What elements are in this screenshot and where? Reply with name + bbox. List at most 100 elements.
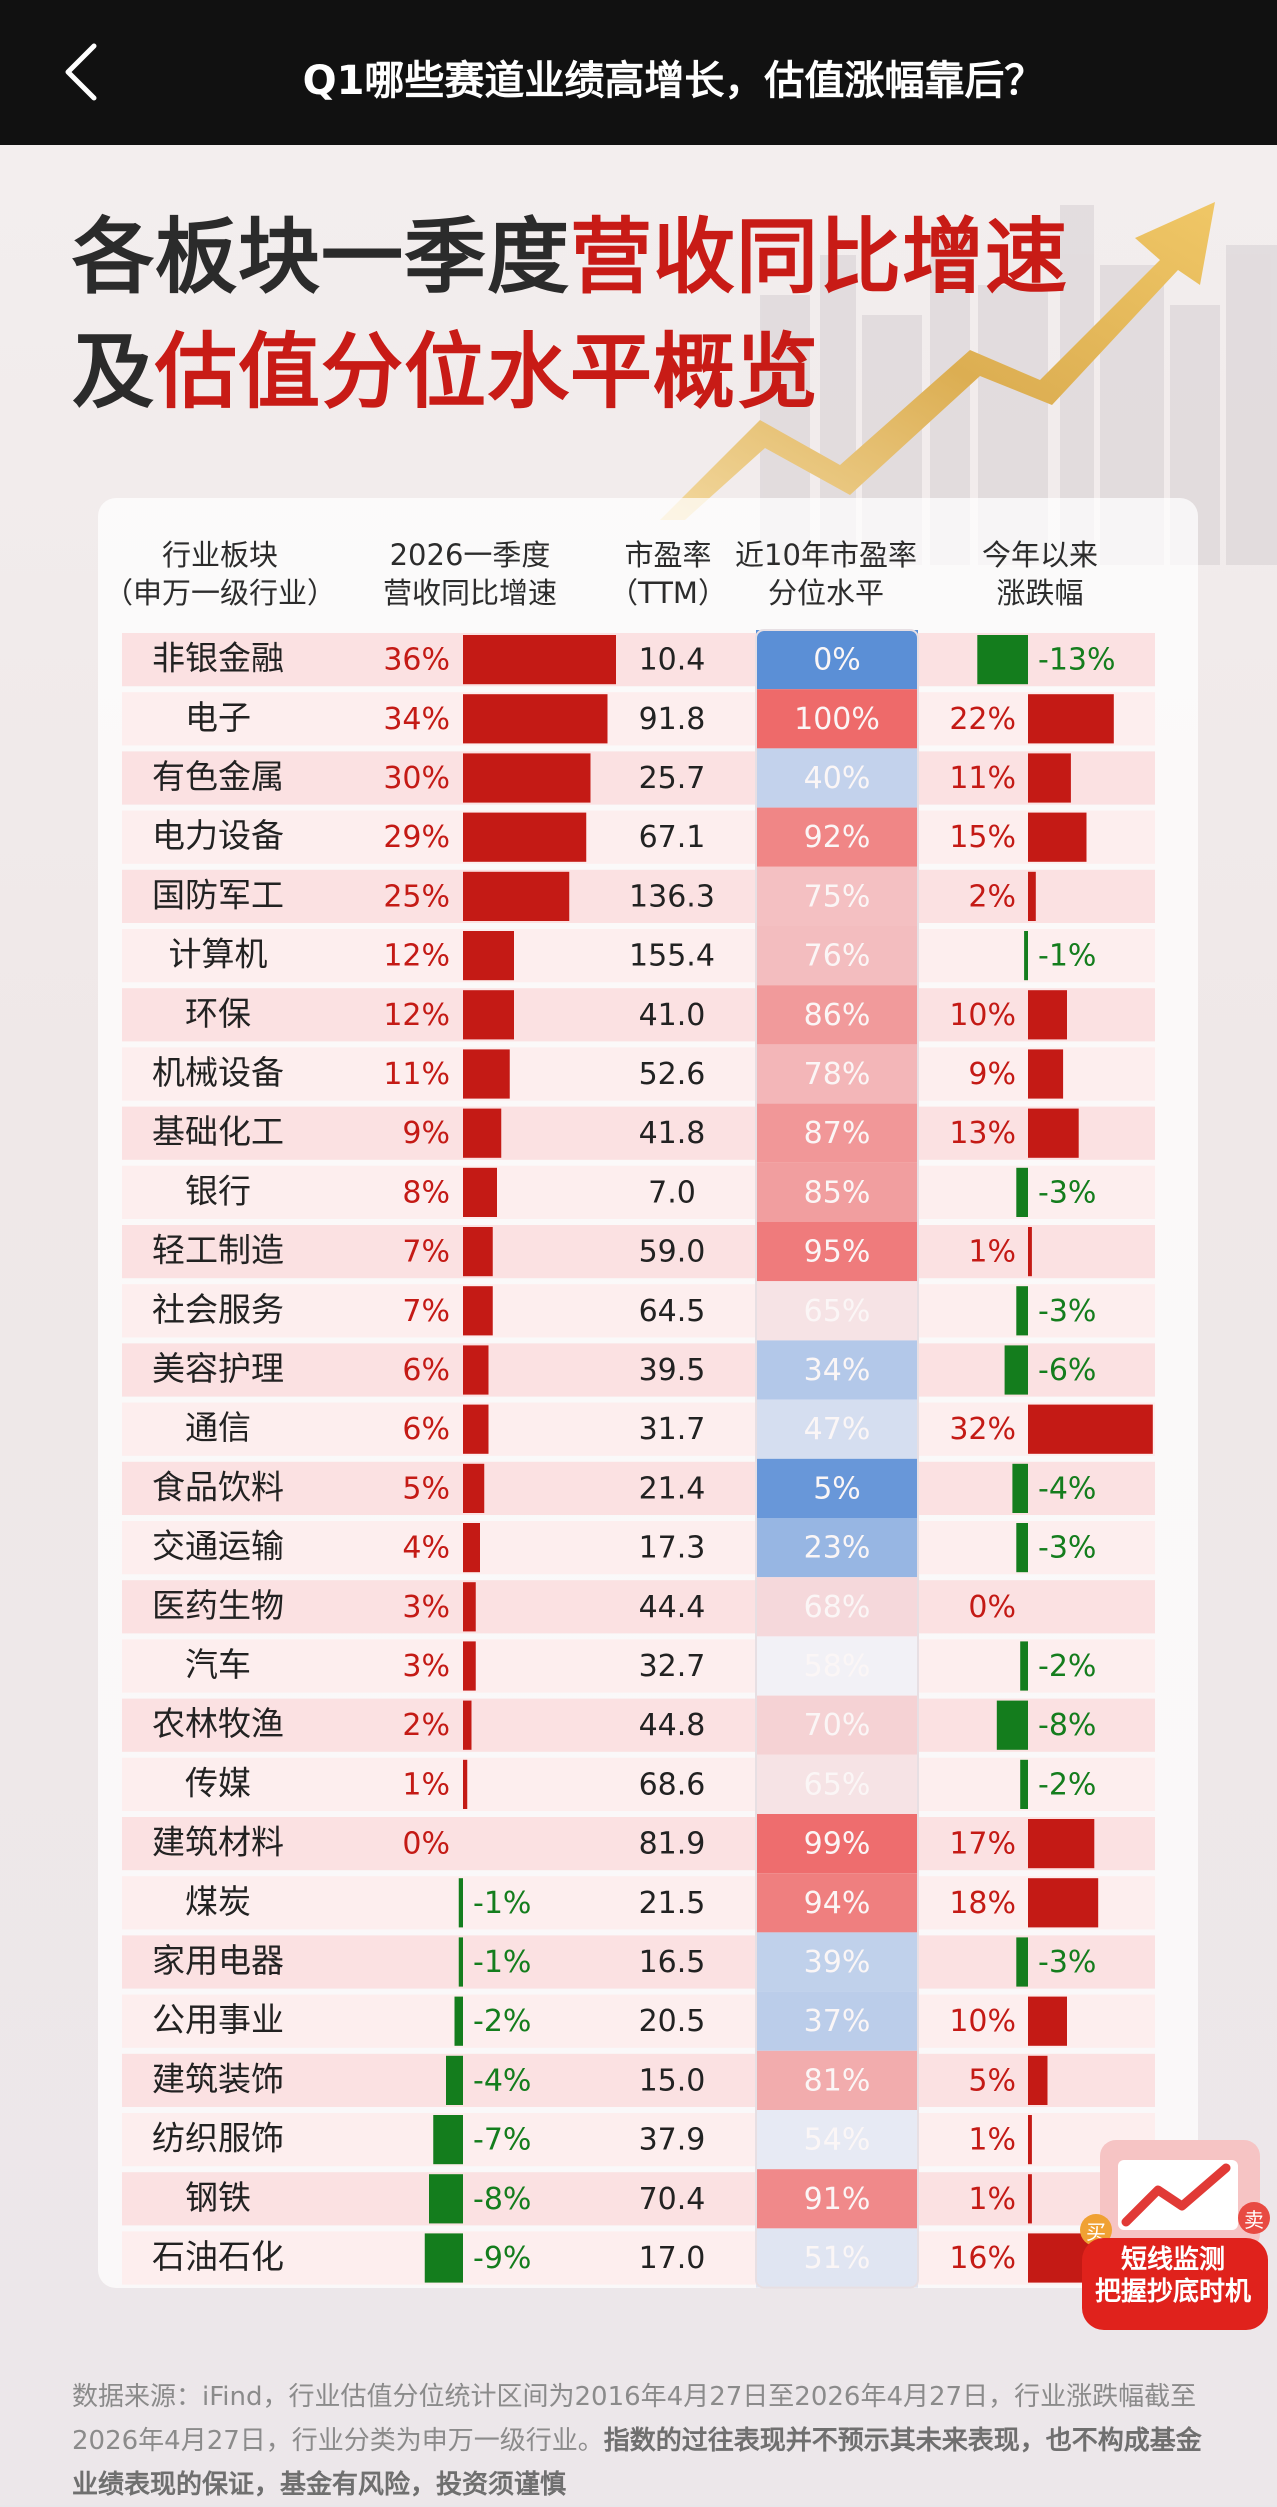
chevron-left-icon[interactable] [58, 42, 104, 102]
percentile-cell [756, 807, 918, 867]
industry-label: 轻工制造 [152, 1231, 284, 1270]
industry-label: 汽车 [185, 1645, 251, 1684]
column-header: 今年以来 [982, 538, 1098, 572]
rising-arrow-icon [660, 202, 1215, 520]
revenue-value: 0% [402, 1827, 450, 1862]
revenue-bar [463, 1049, 510, 1099]
table-row [122, 1402, 1155, 1456]
pe-value: 59.0 [639, 1235, 706, 1270]
table-row [122, 1521, 1155, 1575]
revenue-bar [458, 1878, 463, 1928]
percentile-cell [756, 1991, 918, 2051]
pe-value: 41.0 [639, 998, 706, 1033]
table-row [122, 2172, 1155, 2226]
ytd-value: -2% [1038, 1767, 1096, 1802]
table-row [122, 1698, 1155, 1752]
table-row [122, 692, 1155, 746]
ytd-value: 1% [968, 2123, 1016, 2158]
revenue-bar [463, 635, 616, 685]
table-row [122, 2053, 1155, 2107]
table-row [122, 2231, 1155, 2285]
revenue-bar [433, 2115, 463, 2165]
percentile-value: 54% [804, 2123, 871, 2158]
industry-label: 银行 [185, 1171, 251, 1210]
ytd-bar [1028, 1996, 1067, 2046]
pe-value: 44.8 [639, 1708, 706, 1743]
percentile-cell [756, 1281, 918, 1341]
ytd-bar [1028, 871, 1036, 921]
revenue-value: 25% [383, 879, 450, 914]
ytd-bar [977, 635, 1028, 685]
percentile-value: 5% [813, 1471, 861, 1506]
ytd-value: -6% [1038, 1353, 1096, 1388]
column-header-sub: 涨跌幅 [996, 576, 1083, 610]
ytd-bar [1028, 1819, 1095, 1869]
revenue-value: 2% [402, 1708, 450, 1743]
percentile-cell [756, 1754, 918, 1814]
percentile-cell [756, 1458, 918, 1518]
industry-label: 计算机 [169, 935, 268, 974]
revenue-bar [463, 1404, 489, 1454]
pe-value: 15.0 [639, 2063, 706, 2098]
industry-label: 医药生物 [152, 1586, 284, 1625]
revenue-bar [463, 812, 587, 862]
percentile-value: 78% [804, 1057, 871, 1092]
revenue-bar [463, 1641, 476, 1691]
ytd-bar [1028, 1049, 1064, 1099]
ytd-value: 10% [949, 998, 1016, 1033]
percentile-cell [756, 1044, 918, 1104]
ytd-value: 2% [968, 879, 1016, 914]
table-row [122, 1047, 1155, 1101]
pe-value: 136.3 [629, 879, 715, 914]
industry-label: 机械设备 [152, 1053, 284, 1092]
percentile-value: 94% [804, 1886, 871, 1921]
ytd-bar [1016, 1167, 1028, 1217]
industry-label: 煤炭 [185, 1882, 251, 1921]
percentile-value: 39% [804, 1945, 871, 1980]
column-header-sub: 营收同比增速 [383, 576, 557, 610]
column-header-sub: （申万一级行业） [104, 576, 336, 610]
industry-label: 基础化工 [152, 1112, 284, 1151]
ytd-value: 11% [949, 761, 1016, 796]
page-title: Q1哪些赛道业绩高增长，估值涨幅靠后？ [302, 58, 1045, 104]
industry-label: 电子 [185, 698, 251, 737]
revenue-value: -4% [473, 2063, 531, 2098]
revenue-value: -1% [473, 1886, 531, 1921]
pe-value: 44.4 [639, 1590, 706, 1625]
pe-value: 155.4 [629, 939, 715, 974]
pe-value: 20.5 [639, 2004, 706, 2039]
percentile-value: 85% [804, 1175, 871, 1210]
revenue-value: 6% [402, 1412, 450, 1447]
percentile-cell [756, 1932, 918, 1992]
ytd-bar [1028, 1227, 1032, 1277]
pe-value: 64.5 [639, 1294, 706, 1329]
percentile-cell [756, 2110, 918, 2170]
revenue-bar [424, 2233, 463, 2283]
ytd-bar [1028, 1108, 1079, 1158]
revenue-bar [463, 990, 514, 1040]
pe-value: 16.5 [639, 1945, 706, 1980]
industry-label: 家用电器 [152, 1941, 284, 1980]
table-row [122, 869, 1155, 923]
percentile-cell [756, 1340, 918, 1400]
ytd-bar [1028, 2115, 1032, 2165]
table-row [122, 1817, 1155, 1871]
revenue-bar [463, 871, 570, 921]
revenue-bar [463, 1523, 480, 1573]
revenue-bar [463, 694, 608, 744]
percentile-value: 58% [804, 1649, 871, 1684]
percentile-cell [756, 2228, 918, 2288]
revenue-value: 9% [402, 1116, 450, 1151]
ytd-value: 22% [949, 702, 1016, 737]
percentile-cell [756, 630, 918, 690]
ytd-value: -3% [1038, 1175, 1096, 1210]
percentile-column-outline [755, 629, 919, 2289]
revenue-value: -9% [473, 2241, 531, 2276]
promo-badge[interactable]: 买 卖 [1078, 2130, 1273, 2335]
ytd-value: 32% [949, 1412, 1016, 1447]
ytd-bar [1020, 1641, 1028, 1691]
table-row [122, 1757, 1155, 1811]
table-row [122, 810, 1155, 864]
ytd-bar [1028, 1878, 1099, 1928]
column-header-sub: 分位水平 [768, 576, 884, 610]
